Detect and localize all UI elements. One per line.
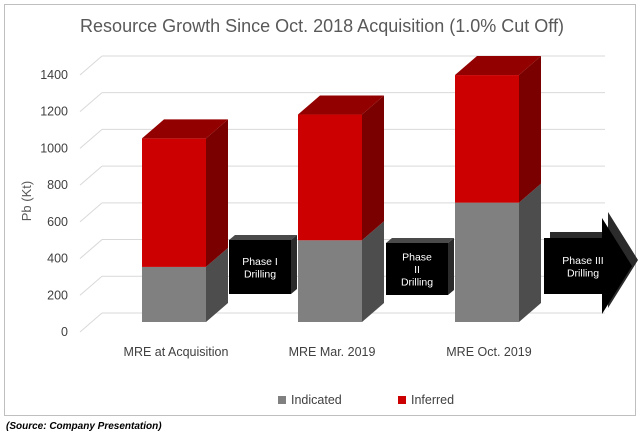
bars <box>142 56 541 322</box>
phase-arrow-2: Phase II Drilling <box>386 238 454 295</box>
bar-front <box>455 75 519 203</box>
bar-side <box>362 221 384 322</box>
arrow-body <box>544 218 632 314</box>
bar-indicated-1 <box>142 247 228 322</box>
gridline-slant <box>79 165 103 186</box>
y-tick-label: 200 <box>47 288 68 302</box>
phase-label-1: Phase I Drilling <box>242 256 278 281</box>
legend: Indicated Inferred <box>278 393 454 407</box>
bar-side <box>206 247 228 322</box>
bar-side <box>206 119 228 267</box>
bar-side <box>519 56 541 203</box>
x-category-label: MRE Oct. 2019 <box>446 345 531 359</box>
arrow-body <box>229 240 291 294</box>
arrow-top <box>386 238 454 243</box>
bar-inferred-3 <box>455 56 541 203</box>
gridline-slant <box>79 55 103 76</box>
legend-swatch-indicated <box>278 396 286 404</box>
arrow-top <box>229 235 297 240</box>
arrow-body <box>386 243 448 295</box>
source-note: (Source: Company Presentation) <box>6 421 162 432</box>
x-axis-categories: MRE at Acquisition MRE Mar. 2019 MRE Oct. … <box>124 345 532 359</box>
bar-top <box>455 56 541 76</box>
bar-front <box>298 114 362 241</box>
phase-arrow-3: Phase III Drilling <box>544 212 638 314</box>
bar-front <box>142 138 206 267</box>
gridline-slant <box>79 239 103 259</box>
y-tick-label: 1000 <box>40 141 68 155</box>
y-tick-label: 600 <box>47 215 68 229</box>
legend-label-inferred: Inferred <box>411 393 454 407</box>
gridline-slant <box>79 312 103 333</box>
legend-label-indicated: Indicated <box>291 393 342 407</box>
bar-indicated-3 <box>455 183 541 322</box>
y-tick-label: 400 <box>47 252 68 266</box>
phase-label-3: Phase III Drilling <box>562 255 603 280</box>
bar-front <box>142 266 206 322</box>
bar-top <box>142 119 228 139</box>
bar-front <box>455 202 519 322</box>
phase-arrow-1: Phase I Drilling <box>229 235 297 294</box>
legend-swatch-inferred <box>398 396 406 404</box>
arrow-side <box>448 238 454 295</box>
y-tick-label: 1400 <box>40 68 68 82</box>
bar-side <box>362 95 384 241</box>
x-category-label: MRE Mar. 2019 <box>289 345 376 359</box>
y-tick-label: 0 <box>61 325 68 339</box>
x-category-label: MRE at Acquisition <box>124 345 229 359</box>
phase-label-2: Phase II Drilling <box>401 252 433 289</box>
phase-arrows: Phase I Drilling Phase II Drilling Phase III D… <box>229 212 638 314</box>
arrow-side <box>291 235 297 294</box>
bar-side <box>519 183 541 322</box>
y-tick-label: 1200 <box>40 105 68 119</box>
gridline-slant <box>79 202 103 223</box>
y-axis-label: Pb (Kt) <box>19 181 34 221</box>
bar-top <box>298 95 384 115</box>
bar-indicated-2 <box>298 221 384 322</box>
bar-inferred-1 <box>142 119 228 267</box>
chart-title: Resource Growth Since Oct. 2018 Acquisit… <box>80 16 564 36</box>
y-axis-ticks: 0 200 400 600 800 1000 1200 1400 <box>40 68 68 339</box>
gridline-slant <box>79 275 103 296</box>
y-tick-label: 800 <box>47 178 68 192</box>
bar-front <box>298 240 362 322</box>
bar-inferred-2 <box>298 95 384 241</box>
resource-growth-chart: 0 200 400 600 800 1000 1200 1400 Phase I Drillin… <box>19 16 638 407</box>
gridline-slant <box>79 92 103 113</box>
gridline-slant <box>79 129 103 149</box>
